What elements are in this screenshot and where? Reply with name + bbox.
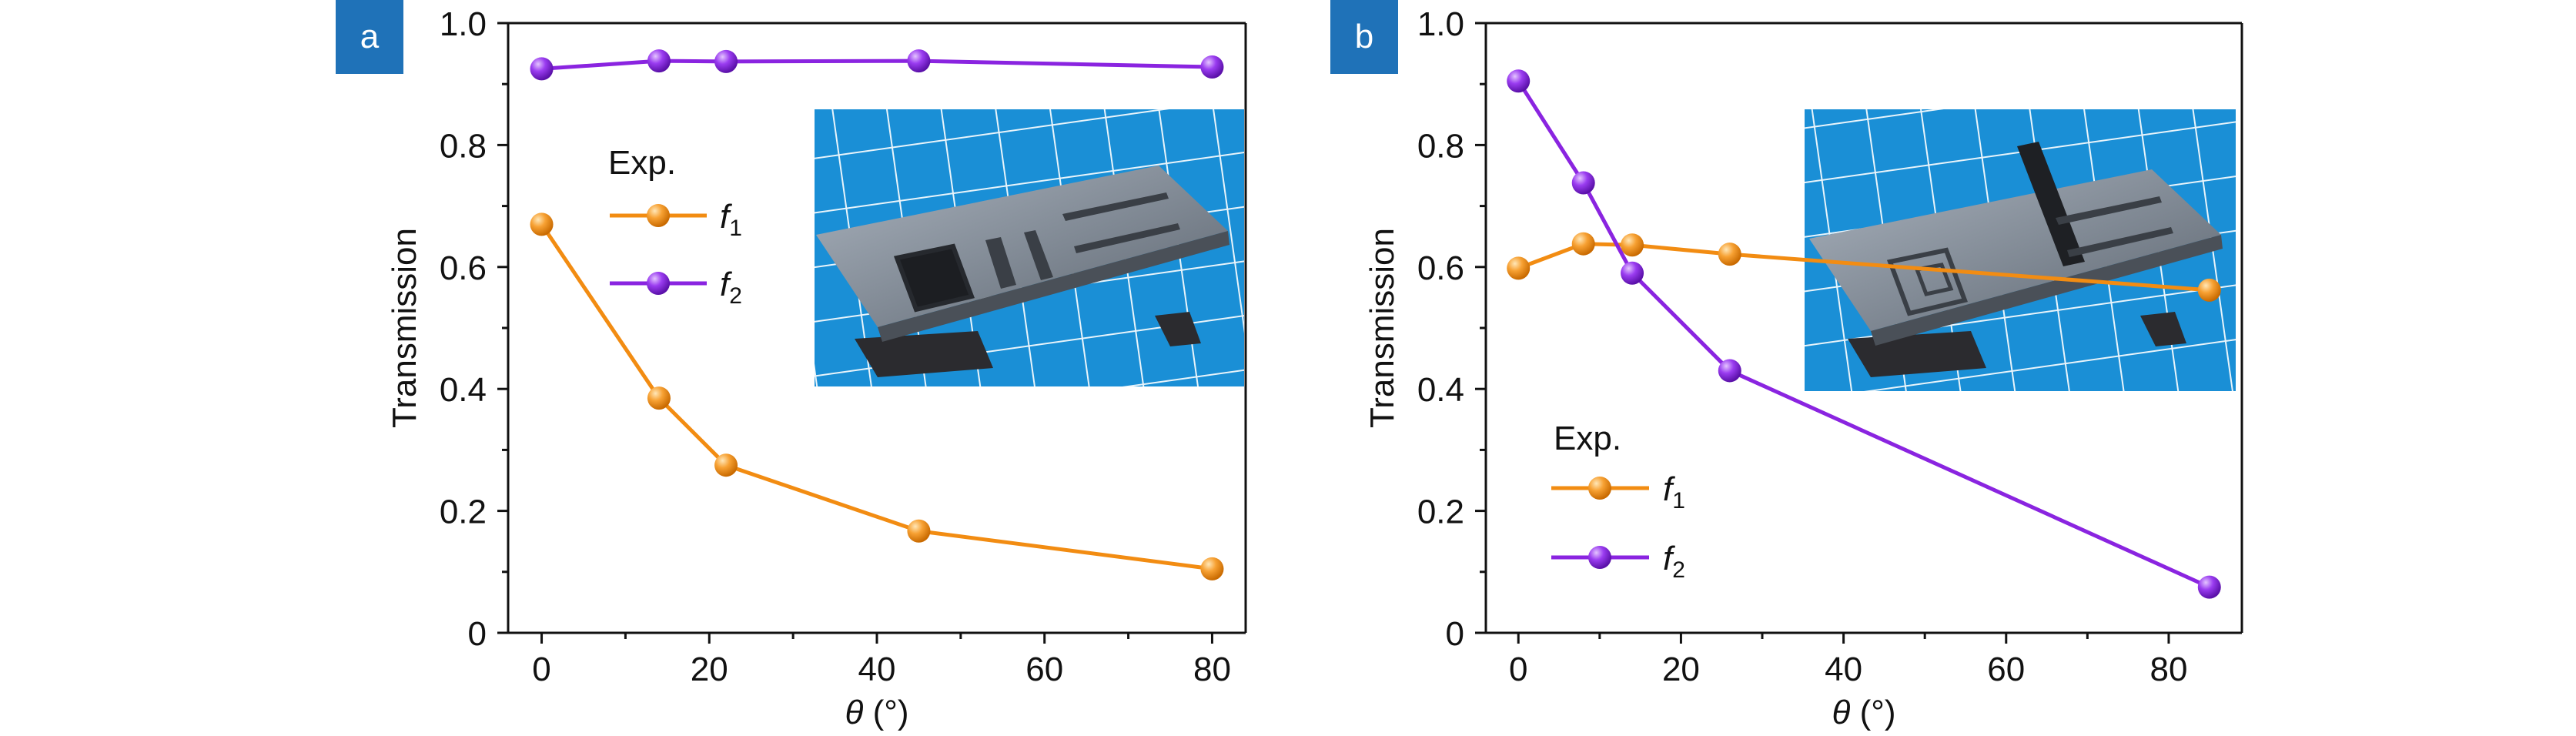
panel-a-label-box (336, 0, 403, 74)
panel-a-f1-point (907, 519, 931, 543)
panel-b-f2-point (1621, 261, 1644, 285)
panel-b-legend-f2-marker (1588, 546, 1611, 569)
panel-b-f1-point (1621, 233, 1644, 257)
panel-b-tick-labels: 0 20 40 60 80 0 0.2 0.4 0.6 0.8 1.0 (1417, 5, 2188, 688)
panel-b-series (1507, 69, 2221, 599)
panel-a-legend-f1-marker (647, 204, 670, 227)
panel-b-y-tick-label: 0.6 (1417, 249, 1464, 287)
panel-a-legend-f2-label: f2 (720, 266, 742, 309)
panel-a-x-tick-label: 40 (858, 651, 896, 688)
panel-b-f1-point (1507, 256, 1531, 280)
panel-a-y-tick-label: 0.2 (440, 493, 487, 531)
panel-b-f2-point (1507, 69, 1531, 93)
panel-a-legend-title: Exp. (608, 144, 676, 182)
panel-b-f2-point (2197, 575, 2221, 599)
panel-a-ticks (497, 22, 1213, 644)
panel-b-f1-point (1571, 232, 1595, 256)
panel-b-legend-f2-label: f2 (1663, 540, 1685, 583)
panel-a-x-axis-title: θ (°) (845, 694, 909, 731)
panel-b-y-tick-label: 0.4 (1417, 371, 1464, 409)
panel-a-y-tick-label: 0.4 (440, 371, 487, 409)
panel-b-legend: Exp. f1 f2 (1551, 420, 1685, 583)
panel-a-x-axis-symbol: θ (845, 694, 864, 731)
panel-a-f1-point (1200, 557, 1224, 580)
panel-b-f2-point (1571, 171, 1595, 195)
panel-a-legend-f1-label: f1 (720, 198, 742, 241)
panel-a-f2-point (530, 57, 554, 81)
panel-a-f1-point (714, 453, 738, 477)
panel-b-x-axis-symbol: θ (1832, 694, 1851, 731)
panel-a-f1-point (530, 212, 554, 236)
panel-a-f2-point (907, 49, 931, 73)
panel-a-legend: Exp. f1 f2 (608, 144, 742, 309)
panel-a-x-tick-label: 0 (532, 651, 550, 688)
panel-a-label: a (360, 18, 380, 55)
panel-b-x-tick-label: 0 (1509, 651, 1527, 688)
panel-b-x-tick-label: 80 (2149, 651, 2187, 688)
panel-a-x-axis-unit: (°) (863, 694, 908, 731)
panel-a-tick-labels: 0 20 40 60 80 0 0.2 0.4 0.6 0.8 1.0 (440, 5, 1231, 688)
panel-a-f1-point (647, 386, 671, 410)
panel-b-legend-title: Exp. (1554, 420, 1621, 457)
panel-b-legend-f1-label: f1 (1663, 470, 1685, 514)
panel-b-f1-point (2197, 278, 2221, 302)
panel-b-ticks (1475, 22, 2170, 644)
panel-b-f2-point (1718, 359, 1741, 383)
panel-b-x-tick-label: 40 (1825, 651, 1862, 688)
panel-b-f1-point (1718, 243, 1741, 266)
panel-a-y-tick-label: 0.6 (440, 249, 487, 287)
panel-b-y-tick-label: 1.0 (1417, 5, 1464, 43)
panel-b-y-tick-label: 0.8 (1417, 127, 1464, 165)
panel-b-y-tick-label: 0.2 (1417, 493, 1464, 531)
panel-a-y-axis-title: Transmission (386, 228, 423, 428)
panel-a-y-tick-label: 0 (468, 615, 487, 653)
panel-a-f2-point (1200, 55, 1224, 79)
panel-a-series (530, 49, 1224, 580)
panel-a-x-tick-label: 80 (1193, 651, 1231, 688)
panel-a-f2-point (714, 49, 738, 73)
panel-a-legend-f2-marker (647, 272, 670, 295)
panel-b-label: b (1355, 18, 1373, 55)
panel-a-y-tick-label: 0.8 (440, 127, 487, 165)
panel-b-x-tick-label: 20 (1662, 651, 1700, 688)
panel-a-f2-point (647, 49, 671, 73)
panel-a-x-tick-label: 60 (1025, 651, 1063, 688)
panel-b: b 0 20 40 60 80 0 0.2 0.4 0.6 0.8 1.0 Transmission… (1330, 0, 2243, 731)
panel-b-x-axis-unit: (°) (1850, 694, 1895, 731)
panel-b-inset-photo (1805, 109, 2236, 391)
panel-a: a 0 20 40 60 80 0 0.2 0.4 0.6 0.8 1.0 Transmission… (336, 0, 1247, 731)
panel-a-x-tick-label: 20 (691, 651, 728, 688)
panel-b-label-box (1330, 0, 1398, 74)
panel-b-x-tick-label: 60 (1987, 651, 2025, 688)
panel-b-y-tick-label: 0 (1446, 615, 1464, 653)
panel-a-f2-line (541, 59, 1213, 71)
panel-b-x-axis-title: θ (°) (1832, 694, 1896, 731)
panel-b-y-axis-title: Transmission (1363, 228, 1401, 428)
panel-a-y-tick-label: 1.0 (440, 5, 487, 43)
panel-a-inset-photo (815, 109, 1244, 386)
panel-b-legend-f1-marker (1588, 477, 1611, 500)
